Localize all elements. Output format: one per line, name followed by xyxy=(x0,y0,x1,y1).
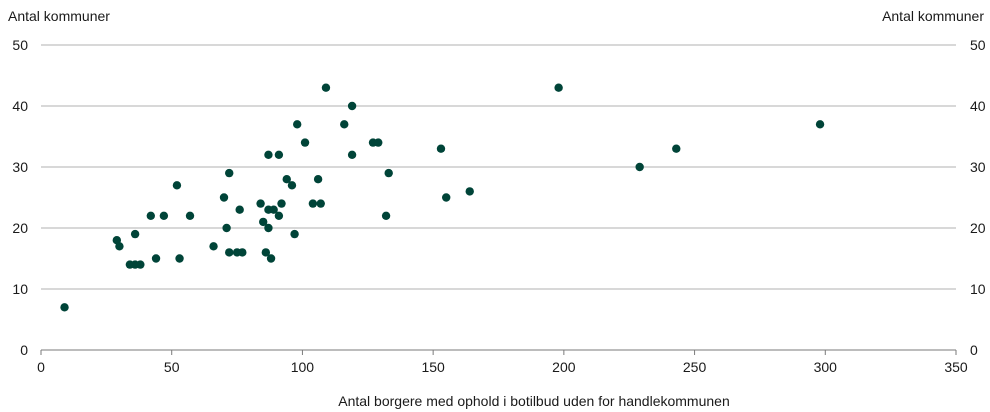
data-points xyxy=(60,83,825,312)
y-tick-label-right: 10 xyxy=(970,281,986,297)
data-point-26 xyxy=(264,223,273,233)
y-tick-label-left: 40 xyxy=(12,98,28,114)
data-point-42 xyxy=(347,101,357,111)
data-point-45 xyxy=(374,138,383,147)
data-point-34 xyxy=(290,229,299,239)
data-point-51 xyxy=(554,83,563,92)
data-point-21 xyxy=(256,199,265,208)
data-point-8 xyxy=(151,254,161,263)
y-tick-label-left: 0 xyxy=(20,342,28,358)
axes xyxy=(40,349,957,355)
x-axis-title: Antal borgere med ophold i botilbud uden… xyxy=(338,393,730,409)
data-point-31 xyxy=(277,199,286,208)
data-point-22 xyxy=(259,217,268,227)
data-point-29 xyxy=(274,150,284,159)
data-point-49 xyxy=(442,193,451,202)
y-tick-label-left: 20 xyxy=(12,220,28,236)
data-point-13 xyxy=(209,242,218,251)
x-tick-label: 200 xyxy=(552,359,576,375)
data-point-37 xyxy=(308,199,318,208)
data-point-10 xyxy=(172,181,182,190)
x-tick-label: 50 xyxy=(164,359,180,375)
y-tick-label-right: 50 xyxy=(970,37,986,53)
data-point-16 xyxy=(225,168,234,178)
data-point-41 xyxy=(340,120,349,129)
data-point-20 xyxy=(238,248,247,257)
y-axis-title-left: Antal kommuner xyxy=(8,8,110,24)
data-point-12 xyxy=(185,211,195,220)
data-point-35 xyxy=(293,120,302,129)
data-point-19 xyxy=(235,205,244,214)
data-point-11 xyxy=(175,254,184,263)
data-point-54 xyxy=(815,120,825,129)
data-point-24 xyxy=(264,150,273,159)
data-point-48 xyxy=(436,144,446,153)
y-tick-label-right: 20 xyxy=(970,220,986,236)
data-point-23 xyxy=(261,248,271,257)
data-point-32 xyxy=(282,175,291,184)
data-point-38 xyxy=(313,175,323,184)
y-tick-label-right: 30 xyxy=(970,159,986,175)
y-tick-label-right: 0 xyxy=(970,342,978,358)
data-point-43 xyxy=(347,150,357,159)
x-tick-label: 100 xyxy=(291,359,315,375)
x-tick-label: 0 xyxy=(37,359,45,375)
data-point-30 xyxy=(274,211,284,220)
y-tick-label-left: 30 xyxy=(12,159,28,175)
data-point-7 xyxy=(146,211,155,220)
data-point-52 xyxy=(635,162,644,172)
y-axis-title-right: Antal kommuner xyxy=(882,8,984,24)
data-point-28 xyxy=(269,205,278,214)
data-point-53 xyxy=(672,144,681,153)
data-point-14 xyxy=(219,193,229,202)
data-point-36 xyxy=(300,138,310,147)
data-point-46 xyxy=(381,211,391,220)
x-tick-label: 250 xyxy=(683,359,707,375)
data-point-9 xyxy=(159,211,169,220)
data-point-4 xyxy=(130,229,140,239)
data-point-33 xyxy=(287,181,297,190)
x-tick-label: 350 xyxy=(944,359,968,375)
data-point-50 xyxy=(465,187,474,196)
x-tick-label: 300 xyxy=(814,359,838,375)
y-tick-label-left: 50 xyxy=(12,37,28,53)
data-point-2 xyxy=(115,242,124,251)
data-point-39 xyxy=(316,199,325,208)
data-point-47 xyxy=(384,168,393,178)
data-point-15 xyxy=(222,223,231,233)
x-tick-label: 150 xyxy=(421,359,445,375)
data-point-6 xyxy=(136,260,145,269)
data-point-0 xyxy=(60,303,69,312)
data-point-40 xyxy=(321,83,331,92)
data-point-17 xyxy=(225,248,234,257)
grid-lines xyxy=(41,44,956,290)
y-tick-label-left: 10 xyxy=(12,281,28,297)
y-tick-label-right: 40 xyxy=(970,98,986,114)
data-point-27 xyxy=(266,254,276,263)
